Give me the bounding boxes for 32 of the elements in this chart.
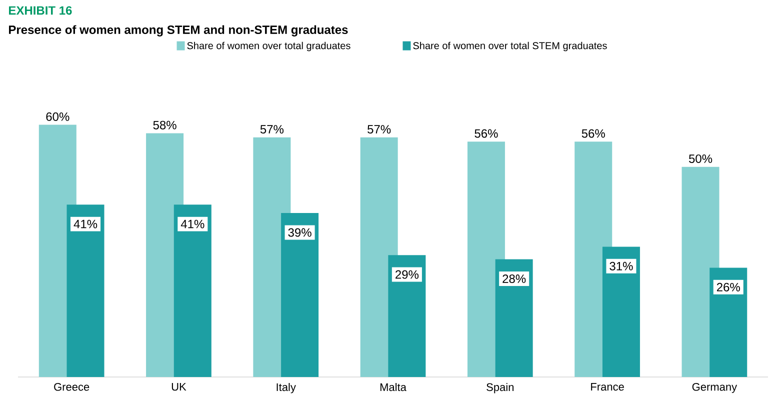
data-label: 41% [180,220,204,228]
x-tick-label: Spain [486,382,514,394]
bar [66,204,104,377]
data-label: 29% [396,270,419,279]
bar [495,259,533,377]
bar [174,204,212,377]
data-label: 39% [288,228,312,237]
data-label: 56% [474,129,498,138]
data-label: 56% [582,129,605,138]
chart-subtitle: Presence of women among STEM and non-STEM graduates [9,25,348,36]
bar [602,246,640,377]
data-label: 41% [74,220,98,228]
x-tick-label: Germany [692,382,738,393]
data-label: 50% [688,154,712,163]
bar [281,213,319,377]
data-label: 26% [716,282,740,292]
bar [710,268,748,377]
x-tick-label: Italy [276,382,296,394]
data-label: 58% [153,120,176,130]
data-label: 60% [46,112,70,121]
data-label: 57% [260,125,284,134]
chart-title: EXHIBIT 16 [9,6,72,15]
x-tick-label: Malta [380,382,406,392]
data-label: 31% [610,262,633,270]
data-label: 28% [502,274,526,283]
legend-label: Share of women over total STEM graduates [413,42,607,52]
x-tick-label: UK [172,382,186,391]
x-tick-label: France [591,382,624,391]
bar [388,255,426,377]
data-label: 57% [368,125,391,134]
x-tick-label: Greece [54,382,90,391]
legend-label: Share of women over total graduates [187,42,350,52]
